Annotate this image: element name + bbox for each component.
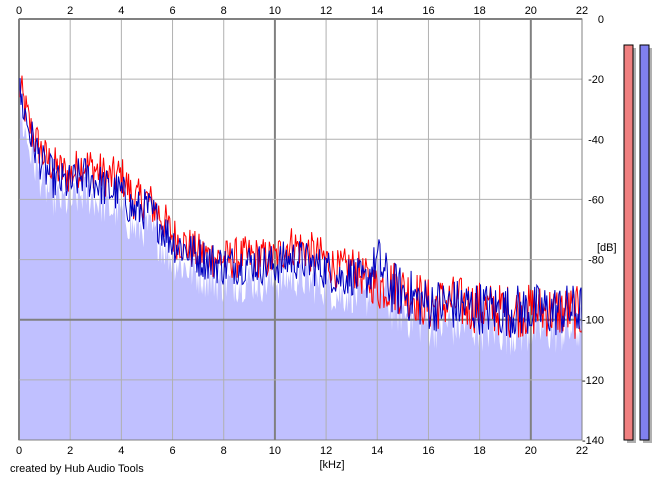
x-tick-label-bottom: 16 [422, 445, 434, 457]
x-tick-label-bottom: 20 [525, 445, 537, 457]
x-tick-label-top: 12 [320, 5, 332, 17]
spectrum-fill [19, 96, 582, 441]
plot-frame [18, 18, 583, 441]
level-meter-1 [623, 44, 634, 441]
y-tick-label: -80 [588, 255, 604, 267]
x-tick-label-bottom: 8 [221, 445, 227, 457]
x-tick-label-top: 8 [221, 5, 227, 17]
y-tick-labels: 0 -20 -40 -60 -80 -100 -120 -140 [582, 14, 604, 447]
spectrum-fill-area [19, 96, 582, 441]
y-axis-label: [dB] [597, 242, 617, 254]
x-tick-label-bottom: 4 [118, 445, 124, 457]
x-axis-label: [kHz] [319, 459, 344, 471]
y-tick-label: -100 [582, 315, 604, 327]
x-tick-label-top: 20 [525, 5, 537, 17]
y-tick-label: -120 [582, 375, 604, 387]
x-tick-label-bottom: 6 [169, 445, 175, 457]
x-tick-label-top: 4 [118, 5, 124, 17]
x-tick-label-top: 10 [269, 5, 281, 17]
series-line-2 [18, 78, 583, 338]
x-tick-labels-bottom: 0 2 4 6 8 10 12 14 16 18 20 22 [16, 445, 588, 457]
x-tick-label-top: 18 [474, 5, 486, 17]
credit-text: created by Hub Audio Tools [10, 463, 144, 475]
x-tick-labels-top: 0 2 4 6 8 10 12 14 16 18 20 22 [16, 5, 588, 17]
y-tick-label: -140 [582, 435, 604, 447]
y-tick-label: -20 [588, 74, 604, 86]
x-tick-label-bottom: 18 [474, 445, 486, 457]
x-tick-label-top: 22 [576, 5, 588, 17]
x-tick-label-bottom: 14 [371, 445, 383, 457]
x-tick-label-top: 16 [422, 5, 434, 17]
y-tick-label: 0 [598, 14, 604, 26]
x-tick-label-bottom: 10 [269, 445, 281, 457]
level-meter-2 [639, 44, 650, 441]
x-tick-label-top: 0 [16, 5, 22, 17]
level-meters [623, 44, 652, 443]
y-tick-label: -60 [588, 194, 604, 206]
x-tick-label-bottom: 22 [576, 445, 588, 457]
series-line-1 [18, 75, 583, 339]
series-group [18, 75, 583, 339]
y-tick-label: -40 [588, 134, 604, 146]
x-tick-label-bottom: 12 [320, 445, 332, 457]
x-tick-label-top: 2 [67, 5, 73, 17]
x-tick-label-bottom: 0 [16, 445, 22, 457]
x-tick-label-top: 6 [169, 5, 175, 17]
x-tick-label-top: 14 [371, 5, 383, 17]
x-tick-label-bottom: 2 [67, 445, 73, 457]
